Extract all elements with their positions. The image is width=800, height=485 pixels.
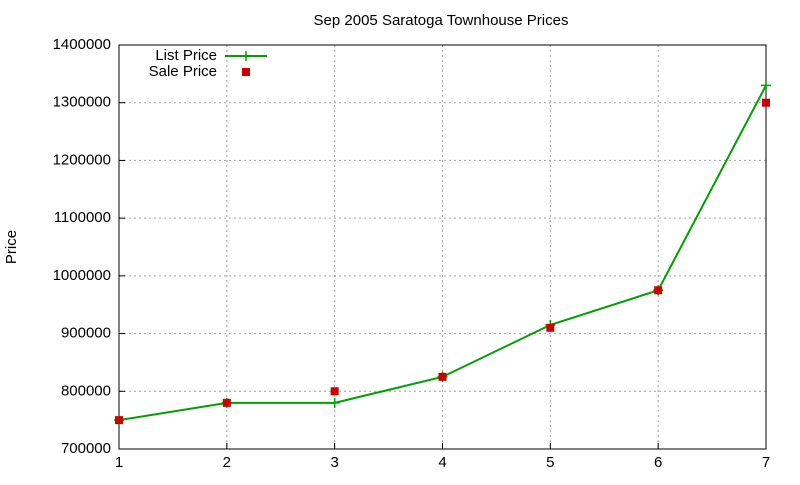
legend-label: Sale Price	[149, 63, 217, 80]
y-tick-label: 900000	[61, 325, 111, 342]
y-tick-label: 800000	[61, 382, 111, 399]
y-tick-label: 700000	[61, 440, 111, 457]
data-point	[654, 286, 663, 295]
data-point	[762, 98, 770, 107]
data-point	[115, 416, 123, 425]
legend-marker	[241, 51, 251, 61]
x-tick-label: 4	[438, 454, 446, 471]
x-tick-label: 5	[546, 454, 554, 471]
data-point	[438, 372, 447, 381]
data-point	[222, 398, 231, 407]
plot-border	[118, 44, 767, 450]
x-tick-label: 6	[654, 454, 662, 471]
chart-title: Sep 2005 Saratoga Townhouse Prices	[314, 12, 569, 29]
y-tick-label: 1400000	[53, 36, 111, 53]
y-tick-label: 1200000	[53, 151, 111, 168]
y-tick-label: 1000000	[53, 267, 111, 284]
data-point	[329, 397, 340, 408]
legend-marker	[242, 68, 250, 76]
data-point	[330, 387, 339, 396]
data-point	[546, 323, 555, 332]
x-tick-label: 7	[762, 454, 770, 471]
y-axis-label: Price	[3, 230, 20, 264]
data-point	[761, 80, 771, 91]
x-tick-label: 3	[330, 454, 338, 471]
y-tick-label: 1300000	[53, 94, 111, 111]
y-tick-label: 1100000	[54, 209, 111, 226]
legend-label: List Price	[155, 47, 217, 64]
x-tick-label: 2	[223, 454, 231, 471]
x-tick-label: 1	[115, 454, 123, 471]
